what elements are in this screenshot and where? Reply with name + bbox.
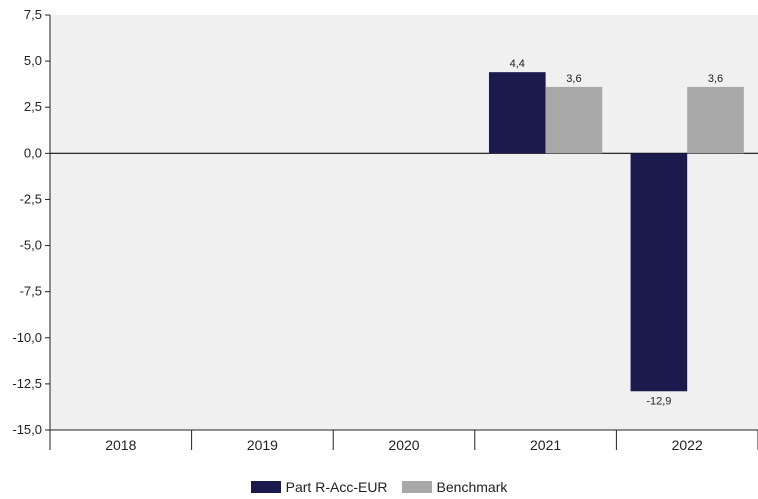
data-label: 3,6 [566, 73, 581, 85]
legend-item-series-2: Benchmark [401, 479, 508, 495]
x-tick-label: 2020 [388, 437, 419, 453]
x-axis: 2018 2019 2020 2021 2022 [49, 429, 758, 453]
legend-label-series-2: Benchmark [436, 479, 508, 495]
y-tick-label: 0,0 [24, 145, 42, 160]
x-tick-label: 2019 [247, 437, 278, 453]
data-labels: 4,4 -12,9 3,6 3,6 [510, 58, 724, 407]
legend-item-series-1: Part R-Acc-EUR [250, 479, 388, 495]
y-tick-label: 5,0 [24, 53, 42, 68]
y-tick-label: -15,0 [12, 422, 42, 437]
legend-swatch-series-2 [401, 481, 432, 493]
y-tick-label: -2,5 [20, 191, 42, 206]
legend-label-series-1: Part R-Acc-EUR [285, 479, 388, 495]
y-tick-label: 2,5 [24, 99, 42, 114]
y-tick-label: -7,5 [20, 284, 42, 299]
legend-swatch-series-1 [250, 481, 281, 493]
data-label: 3,6 [708, 73, 723, 85]
x-tick-label: 2022 [672, 437, 703, 453]
bars [488, 72, 744, 392]
x-tick-label: 2021 [530, 437, 561, 453]
data-label: 4,4 [510, 58, 525, 70]
y-tick-label: -10,0 [12, 330, 42, 345]
bar [488, 72, 546, 154]
bar [687, 86, 744, 154]
bar-chart: 7,55,02,50,0-2,5-5,0-7,5-10,0-12,5-15,0 … [12, 7, 758, 453]
bar [630, 153, 688, 392]
legend: Part R-Acc-EUR Benchmark [0, 476, 758, 498]
y-tick-label: -12,5 [12, 376, 42, 391]
bar [545, 86, 603, 154]
data-label: -12,9 [646, 395, 671, 407]
x-tick-label: 2018 [105, 437, 136, 453]
y-tick-label: -5,0 [20, 238, 42, 253]
y-axis: 7,5 5,0 2,5 0,0 -2,5 -5,0 -7,5 -10,0 -12,5 -15,0 [12, 7, 758, 437]
y-tick-label: 7,5 [24, 7, 42, 22]
